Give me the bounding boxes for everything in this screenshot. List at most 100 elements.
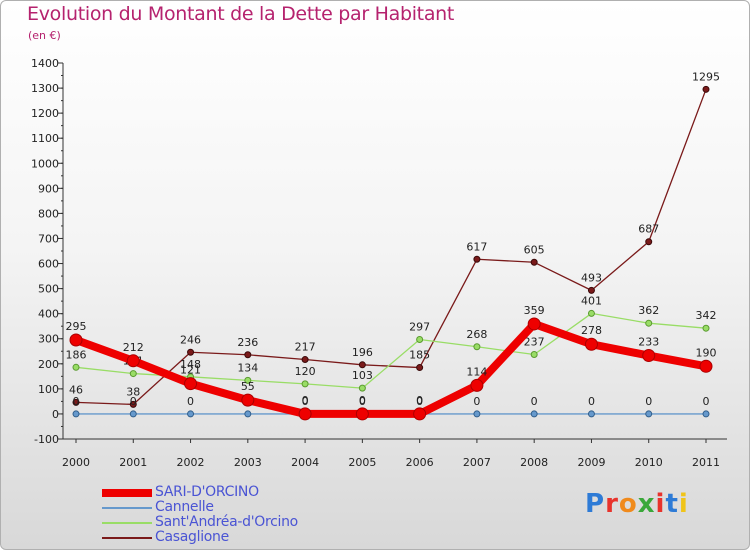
x-tick-label: 2009	[577, 456, 605, 469]
data-label-sant-andr-a-d-orcino: 103	[352, 369, 373, 382]
point-casaglione	[301, 356, 309, 364]
point-casaglione	[702, 85, 710, 93]
y-tick-label: 500	[38, 283, 59, 296]
x-tick-label: 2003	[234, 456, 262, 469]
point-cannelle	[187, 410, 195, 418]
point-sari-d-orcino	[470, 378, 484, 392]
data-label-sari-d-orcino: 0	[302, 394, 309, 407]
legend-swatch	[102, 522, 152, 524]
data-label-casaglione: 196	[352, 346, 373, 359]
point-casaglione	[358, 361, 366, 369]
legend-swatch	[102, 537, 152, 539]
x-tick-label: 2004	[291, 456, 319, 469]
point-casaglione	[645, 238, 653, 246]
data-label-cannelle: 0	[703, 395, 710, 408]
point-sari-d-orcino	[584, 337, 598, 351]
data-label-cannelle: 0	[645, 395, 652, 408]
x-tick-label: 2010	[635, 456, 663, 469]
point-sant-andr-a-d-orcino	[72, 363, 80, 371]
x-tick-label: 2006	[406, 456, 434, 469]
data-label-casaglione: 217	[295, 341, 316, 354]
point-casaglione	[416, 364, 424, 372]
data-label-casaglione: 185	[409, 349, 430, 362]
y-tick-label: 800	[38, 207, 59, 220]
point-sari-d-orcino	[699, 359, 713, 373]
y-tick-label: 0	[52, 408, 59, 421]
data-label-cannelle: 0	[531, 395, 538, 408]
data-label-casaglione: 687	[638, 223, 659, 236]
legend-swatch	[102, 507, 152, 509]
point-casaglione	[129, 400, 137, 408]
data-label-sari-d-orcino: 121	[180, 364, 201, 377]
data-label-sari-d-orcino: 212	[123, 341, 144, 354]
y-tick-label: -100	[34, 433, 59, 446]
point-casaglione	[244, 351, 252, 359]
point-sant-andr-a-d-orcino	[416, 335, 424, 343]
x-tick-label: 2000	[62, 456, 90, 469]
data-label-cannelle: 0	[473, 395, 480, 408]
y-tick-label: 200	[38, 358, 59, 371]
logo-letter: o	[618, 489, 638, 519]
y-tick-label: 1100	[31, 132, 59, 145]
data-label-casaglione: 605	[524, 243, 545, 256]
data-label-sant-andr-a-d-orcino: 148	[180, 358, 201, 371]
data-label-sant-andr-a-d-orcino: 237	[524, 336, 545, 349]
data-label-sant-andr-a-d-orcino: 342	[696, 309, 717, 322]
x-tick-label: 2011	[692, 456, 720, 469]
point-sant-andr-a-d-orcino	[129, 370, 137, 378]
logo-letter: i	[678, 489, 689, 519]
point-sari-d-orcino	[413, 407, 427, 421]
point-sari-d-orcino	[298, 407, 312, 421]
point-casaglione	[187, 348, 195, 356]
legend-swatch	[102, 489, 152, 497]
data-label-sant-andr-a-d-orcino: 362	[638, 304, 659, 317]
y-tick-label: 300	[38, 333, 59, 346]
proxiti-logo: Proxiti	[585, 489, 689, 519]
data-label-casaglione: 493	[581, 271, 602, 284]
data-label-casaglione: 38	[126, 385, 140, 398]
x-tick-label: 2005	[348, 456, 376, 469]
legend-label: SARI-D'ORCINO	[155, 484, 259, 500]
y-tick-label: 600	[38, 258, 59, 271]
data-label-sari-d-orcino: 359	[524, 304, 545, 317]
data-label-sant-andr-a-d-orcino: 134	[237, 361, 258, 374]
point-cannelle	[72, 410, 80, 418]
point-sari-d-orcino	[126, 354, 140, 368]
point-sari-d-orcino	[184, 377, 198, 391]
point-cannelle	[473, 410, 481, 418]
point-sant-andr-a-d-orcino	[702, 324, 710, 332]
data-label-sant-andr-a-d-orcino: 186	[66, 348, 87, 361]
data-label-casaglione: 617	[466, 240, 487, 253]
data-label-cannelle: 0	[73, 395, 80, 408]
y-tick-label: 900	[38, 182, 59, 195]
y-tick-label: 1200	[31, 107, 59, 120]
chart-title: Evolution du Montant de la Dette par Hab…	[27, 3, 455, 25]
data-label-sari-d-orcino: 0	[359, 394, 366, 407]
point-casaglione	[473, 255, 481, 263]
point-cannelle	[702, 410, 710, 418]
y-tick-label: 700	[38, 232, 59, 245]
data-label-cannelle: 0	[187, 395, 194, 408]
data-label-cannelle: 0	[302, 395, 309, 408]
legend-label: Cannelle	[155, 499, 214, 515]
data-label-sant-andr-a-d-orcino: 297	[409, 320, 430, 333]
point-sant-andr-a-d-orcino	[530, 351, 538, 359]
point-casaglione	[530, 258, 538, 266]
series-line-sari-d-orcino	[72, 319, 710, 418]
point-sari-d-orcino	[527, 317, 541, 331]
point-sari-d-orcino	[69, 333, 83, 347]
point-sant-andr-a-d-orcino	[587, 309, 595, 317]
y-tick-label: 1000	[31, 157, 59, 170]
point-sant-andr-a-d-orcino	[358, 384, 366, 392]
point-sari-d-orcino	[241, 393, 255, 407]
legend-label: Casaglione	[155, 529, 229, 545]
data-label-sant-andr-a-d-orcino: 268	[466, 328, 487, 341]
data-label-casaglione: 236	[237, 336, 258, 349]
data-label-sari-d-orcino: 233	[638, 336, 659, 349]
point-sant-andr-a-d-orcino	[244, 376, 252, 384]
point-casaglione	[587, 286, 595, 294]
point-casaglione	[72, 398, 80, 406]
data-label-cannelle: 0	[588, 395, 595, 408]
